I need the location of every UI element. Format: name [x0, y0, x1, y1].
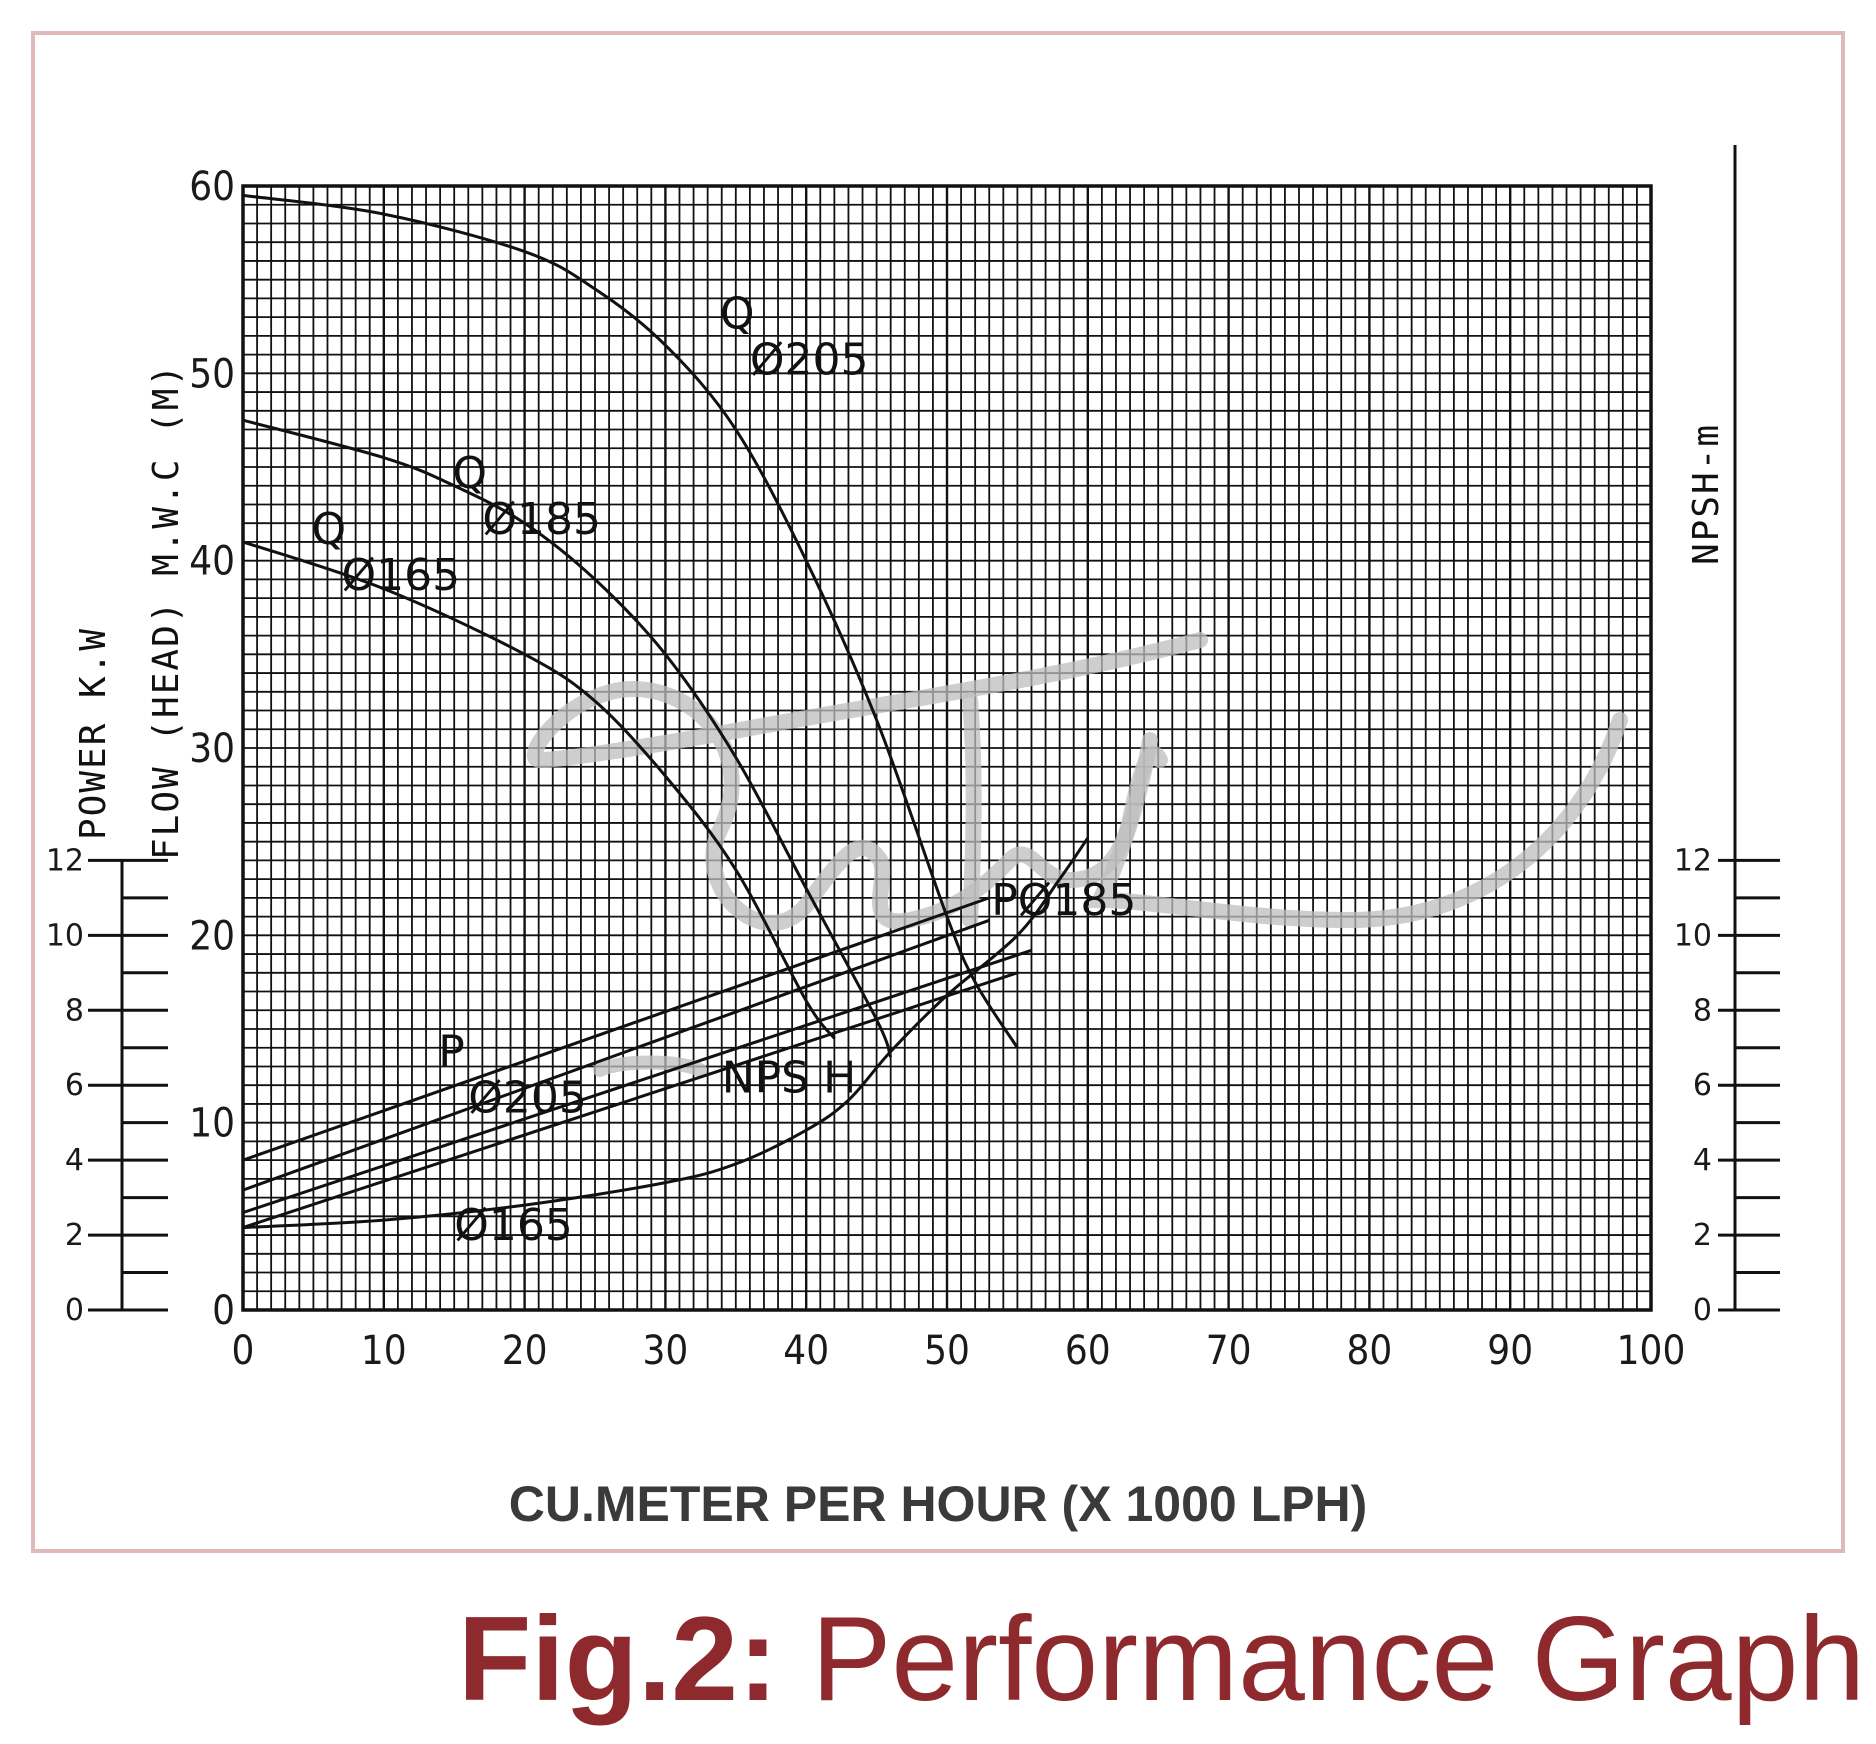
x-tick-label: 70 [1206, 1328, 1252, 1374]
power-curve-label-top: P [438, 1027, 465, 1078]
power-tick-label: 0 [65, 1293, 84, 1328]
chart-frame [31, 31, 1845, 1553]
head-curve [242, 418, 893, 1058]
watermark-logo [526, 632, 1628, 1077]
power-curve-label-bottom: Ø165 [454, 1200, 573, 1251]
npsh-curve-label: NPS H [722, 1053, 856, 1104]
y-tick-label: 60 [189, 164, 235, 210]
npsh-tick-label: 10 [1674, 918, 1712, 953]
x-tick-label: 50 [924, 1328, 970, 1374]
head-curve-label-top: Q [452, 448, 487, 499]
y-tick-label: 10 [189, 1101, 235, 1147]
head-curve-label-bottom: Ø205 [750, 335, 869, 386]
head-curve-label-top: Q [720, 289, 755, 340]
power-tick-label: 12 [46, 843, 84, 878]
figure-caption-text: Performance Graph [777, 1592, 1866, 1726]
x-tick-label: 90 [1487, 1328, 1533, 1374]
power-tick-label: 2 [65, 1218, 84, 1253]
power-curve-label-bottom: Ø205 [468, 1073, 587, 1124]
x-tick-label: 30 [643, 1328, 689, 1374]
x-tick-label: 0 [232, 1328, 255, 1374]
x-tick-label: 40 [783, 1328, 829, 1374]
plot-border [241, 184, 1653, 1312]
npsh-tick-label: 0 [1693, 1293, 1712, 1328]
figure-caption: Fig.2: Performance Graph [458, 1590, 1865, 1728]
y-axis-title-power: POWER K.W [73, 627, 114, 840]
x-tick-label: 10 [361, 1328, 407, 1374]
y-tick-label: 50 [189, 351, 235, 397]
y-tick-label: 20 [189, 913, 235, 959]
head-curve-label-top: Q [312, 504, 347, 555]
power-tick-label: 6 [65, 1068, 84, 1103]
x-tick-label: 20 [502, 1328, 548, 1374]
y-axis-title-head: FLOW (HEAD) M.W.C (M) [146, 363, 187, 860]
npsh-tick-label: 8 [1693, 993, 1712, 1028]
npsh-tick-label: 4 [1693, 1143, 1712, 1178]
head-curve [242, 540, 836, 1040]
npsh-tick-label: 6 [1693, 1068, 1712, 1103]
power-curve [242, 896, 990, 1162]
x-axis-title: CU.METER PER HOUR (X 1000 LPH) [508, 1476, 1368, 1532]
head-curve [242, 193, 1019, 1049]
head-curve-label-bottom: Ø165 [342, 550, 461, 601]
head-curve-label-bottom: Ø185 [482, 494, 601, 545]
power-curve [242, 971, 1018, 1229]
curves [242, 193, 1090, 1230]
side-scales: 0 2 4 6 8 10 12 0 2 4 6 8 10 12 [46, 145, 1780, 1328]
power-tick-label: 4 [65, 1143, 84, 1178]
power-curve [242, 918, 990, 1192]
power-curve [242, 948, 1032, 1215]
y-tick-label: 0 [212, 1288, 235, 1334]
power-tick-label: 8 [65, 993, 84, 1028]
power-curve-label-185: PØ185 [991, 875, 1136, 926]
ticks: 0 10 20 30 40 50 60 70 80 90 100 0 10 20 30 40 50 60 [189, 164, 1685, 1374]
y-tick-label: 30 [189, 726, 235, 772]
npsh-tick-label: 2 [1693, 1218, 1712, 1253]
axis-titles: POWER K.W FLOW (HEAD) M.W.C (M) NPSH-m [73, 363, 1727, 860]
x-tick-label: 80 [1347, 1328, 1393, 1374]
figure-caption-number: Fig.2: [458, 1592, 778, 1726]
x-tick-label: 60 [1065, 1328, 1111, 1374]
y-axis-title-npsh: NPSH-m [1686, 423, 1727, 565]
npsh-tick-label: 12 [1674, 843, 1712, 878]
npsh-curve [242, 837, 1090, 1230]
power-tick-label: 10 [46, 918, 84, 953]
y-tick-label: 40 [189, 539, 235, 585]
x-tick-label: 100 [1617, 1328, 1686, 1374]
